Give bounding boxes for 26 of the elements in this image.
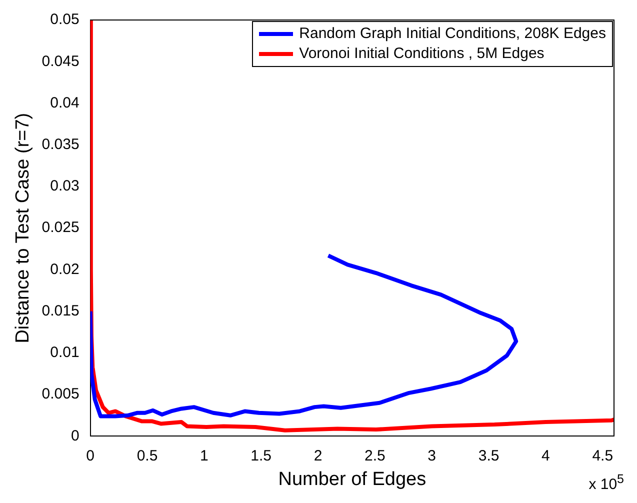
y-tick-label: 0.045 [42, 52, 80, 70]
x-axis-title: Number of Edges [278, 468, 426, 490]
legend-label: Voronoi Initial Conditions , 5M Edges [299, 44, 544, 64]
y-axis-title: Distance to Test Case (r=7) [12, 112, 34, 344]
y-tick-label: 0.05 [50, 11, 80, 28]
legend-label: Random Graph Initial Conditions, 208K Edges [299, 24, 606, 44]
x-tick-label: 0 [86, 447, 95, 464]
y-tick-label: 0.01 [50, 344, 80, 362]
x-tick-label: 2 [314, 447, 322, 464]
x-tick-label: 3.5 [478, 447, 500, 464]
x-tick-label: 4.5 [592, 447, 614, 464]
text: x 10$^{5}$ [588, 472, 624, 493]
x-tick-label: 3 [428, 447, 436, 464]
y-tick-label: 0.015 [42, 302, 80, 320]
x-tick-label: 1 [200, 447, 208, 464]
y-tick-label: 0.03 [50, 178, 80, 195]
x-tick-label: 2.5 [364, 447, 386, 464]
y-tick-label: 0.005 [42, 386, 80, 403]
y-tick-label: 0.035 [42, 136, 80, 153]
x-tick-label: 1.5 [250, 447, 272, 464]
y-tick-label: 0.02 [50, 260, 80, 278]
y-tick-label: 0.025 [42, 219, 80, 236]
y-tick-label: 0.04 [50, 94, 80, 112]
x-tick-label: 4 [542, 447, 550, 464]
x-tick-label: 0.5 [136, 447, 158, 464]
y-tick-label: 0 [70, 427, 80, 444]
